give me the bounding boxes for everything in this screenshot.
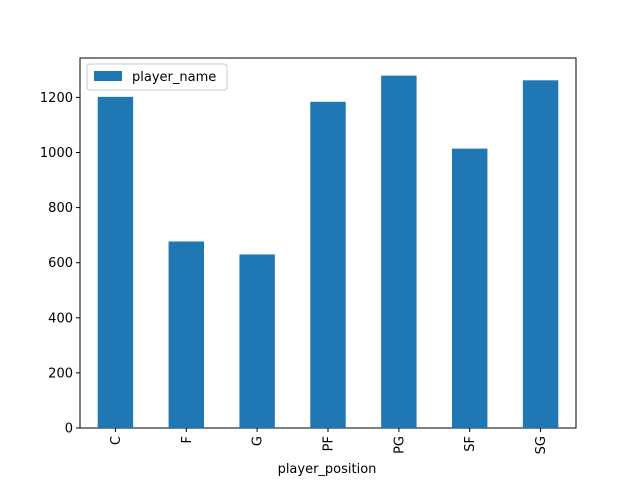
x-tick-label-pg: PG — [392, 436, 407, 454]
x-tick-label-g: G — [251, 436, 266, 446]
y-tick-label: 400 — [48, 311, 73, 326]
bar-pg — [381, 75, 417, 428]
y-tick-label: 1000 — [40, 146, 73, 161]
x-tick-label-pf: PF — [322, 436, 337, 451]
x-axis: C F G PF PG SF SG — [109, 428, 549, 454]
y-tick-label: 800 — [48, 201, 73, 216]
legend-box — [86, 63, 228, 91]
bars — [97, 75, 559, 429]
y-tick-label: 600 — [48, 256, 73, 271]
x-tick-label-c: C — [109, 436, 124, 445]
x-tick-label-sg: SG — [534, 436, 549, 454]
y-tick-label: 1200 — [40, 91, 73, 106]
x-tick-label-f: F — [180, 436, 195, 443]
x-tick-label-sf: SF — [463, 436, 478, 452]
legend-label: player_name — [132, 70, 216, 85]
bar-g — [239, 254, 275, 428]
bar-sf — [452, 148, 488, 428]
bar-c — [97, 96, 134, 428]
y-axis: 0 200 400 600 800 1000 1200 — [40, 91, 80, 437]
bar-f — [168, 241, 204, 428]
bar-sg — [522, 80, 559, 429]
y-tick-label: 200 — [48, 366, 73, 381]
bar-pf — [310, 101, 346, 428]
x-axis-label: player_position — [278, 462, 377, 477]
y-tick-label: 0 — [65, 422, 73, 437]
legend: player_name — [86, 63, 228, 91]
legend-swatch — [94, 71, 122, 81]
